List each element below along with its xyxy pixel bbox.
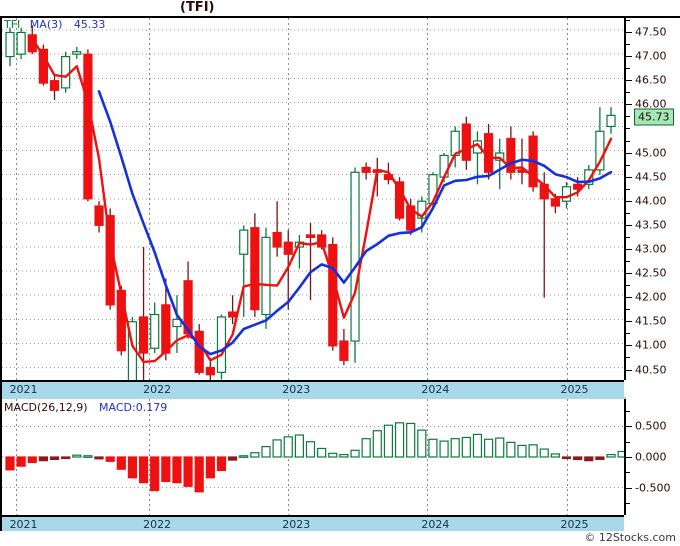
price-tick-label: 46.00 [635, 97, 667, 111]
price-tick-mark [626, 321, 632, 323]
price-tick-mark [626, 273, 632, 275]
price-minor-tick [626, 309, 630, 311]
macd-tick-mark [626, 487, 632, 489]
price-tick-label: 42.50 [635, 266, 667, 280]
macd-tick-mark [626, 457, 632, 458]
price-axis: 40.50 41.00 41.50 42.00 42.50 43.00 43.50 44.00… [624, 16, 680, 384]
price-tick-label: 47.50 [635, 25, 667, 39]
last-price-badge: 45.73 [634, 108, 674, 126]
price-minor-tick [626, 92, 630, 94]
price-tick-label: 45.00 [635, 146, 667, 160]
legend-symbol: TFI [4, 18, 21, 31]
macd-minor-tick [626, 441, 630, 443]
price-tick-mark [626, 369, 632, 371]
price-minor-tick [626, 44, 630, 46]
price-minor-tick [626, 212, 630, 214]
price-minor-tick [626, 140, 630, 142]
price-tick-mark [626, 32, 632, 34]
x-axis-year-label: 2021 [9, 518, 38, 531]
price-tick-label: 43.00 [635, 242, 667, 256]
legend-ma-value: 45.33 [73, 18, 106, 31]
price-tick-mark [626, 104, 632, 106]
price-tick-label: 44.50 [635, 170, 667, 184]
copyright-label: © 12Stocks.com [584, 531, 676, 544]
macd-tick-mark [626, 426, 632, 428]
page-title: (TFI) [180, 0, 215, 15]
price-tick-label: 40.50 [635, 363, 667, 377]
price-minor-tick [626, 357, 630, 359]
x-axis-year-label: 2021 [9, 383, 38, 396]
price-candlestick-plot [2, 18, 626, 382]
legend-ma-label: MA(3) [29, 18, 63, 31]
price-minor-tick [626, 116, 630, 118]
price-tick-mark [626, 80, 632, 82]
macd-minor-tick [626, 472, 630, 474]
price-minor-tick [626, 68, 630, 70]
price-tick-label: 41.00 [635, 338, 667, 352]
macd-axis: 0.500 0.000 -0.500 [624, 399, 680, 515]
price-minor-tick [626, 236, 630, 238]
macd-tick-label: 0.500 [635, 419, 667, 433]
price-tick-mark [626, 176, 632, 178]
price-tick-mark [626, 152, 632, 154]
price-axis-spine [624, 18, 626, 382]
price-minor-tick [626, 164, 630, 166]
x-axis-year-label: 2023 [282, 383, 311, 396]
price-minor-tick [626, 20, 630, 21]
price-tick-label: 42.00 [635, 290, 667, 304]
macd-panel [0, 399, 626, 515]
macd-tick-label: 0.000 [635, 450, 667, 464]
x-axis-year-label: 2023 [282, 518, 311, 531]
macd-histogram-plot [2, 399, 626, 515]
title-bar: (TFI) [0, 0, 680, 16]
axis-corner-filler-bottom [624, 515, 680, 532]
x-axis-year-label: 2022 [143, 518, 172, 531]
footer: © 12Stocks.com [0, 531, 680, 546]
macd-legend: MACD(26,12,9) MACD:0.179 [4, 401, 167, 414]
price-tick-label: 41.50 [635, 314, 667, 328]
price-tick-label: 46.50 [635, 73, 667, 87]
price-tick-mark [626, 249, 632, 250]
macd-legend-label: MACD(26,12,9) [4, 401, 88, 414]
x-axis-band-top: 2021 2022 2023 2024 2025 [0, 380, 626, 401]
macd-minor-tick [626, 502, 630, 504]
macd-tick-label: -0.500 [635, 481, 671, 495]
price-tick-mark [626, 297, 632, 299]
macd-axis-spine [624, 399, 626, 515]
price-tick-mark [626, 224, 632, 226]
price-tick-mark [626, 56, 632, 58]
x-axis-year-label: 2025 [560, 518, 589, 531]
price-tick-mark [626, 345, 632, 347]
price-tick-label: 47.00 [635, 49, 667, 63]
price-tick-label: 44.00 [635, 194, 667, 208]
x-axis-year-label: 2022 [143, 383, 172, 396]
price-tick-label: 43.50 [635, 218, 667, 232]
price-chart-panel [0, 16, 626, 384]
x-axis-year-label: 2025 [560, 383, 589, 396]
price-minor-tick [626, 285, 630, 287]
price-minor-tick [626, 333, 630, 335]
price-minor-tick [626, 188, 630, 190]
price-legend: TFI MA(3) 45.33 [4, 18, 105, 31]
x-axis-year-label: 2024 [421, 518, 450, 531]
axis-corner-filler-top [624, 380, 680, 397]
x-axis-year-label: 2024 [421, 383, 450, 396]
macd-minor-tick [626, 411, 630, 413]
price-tick-mark [626, 128, 630, 130]
macd-legend-value: MACD:0.179 [99, 401, 168, 414]
price-tick-mark [626, 200, 632, 202]
price-minor-tick [626, 261, 630, 263]
x-axis-band-bottom: 2021 2022 2023 2024 2025 [0, 515, 626, 536]
